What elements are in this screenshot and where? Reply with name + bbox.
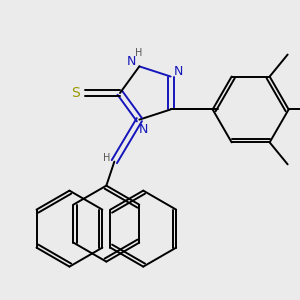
Text: S: S — [70, 86, 80, 100]
Text: N: N — [139, 123, 148, 136]
Text: N: N — [127, 55, 136, 68]
Text: H: H — [135, 48, 142, 59]
Text: H: H — [103, 153, 110, 163]
Text: N: N — [174, 65, 183, 78]
